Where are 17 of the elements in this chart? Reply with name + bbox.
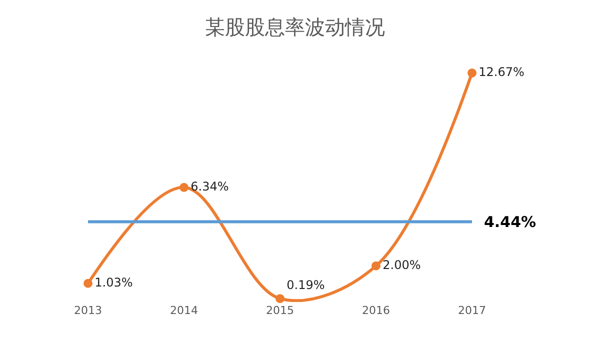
- x-tick-label: 2013: [74, 304, 102, 317]
- data-label: 12.67%: [478, 64, 524, 79]
- point: [372, 261, 380, 270]
- point: [180, 182, 188, 192]
- data-label: 1.03%: [94, 275, 133, 290]
- chart-title: 某股股息率波动情况: [205, 15, 385, 40]
- x-tick-label: 2015: [266, 304, 294, 317]
- ref-line-label: 4.44%: [484, 213, 536, 231]
- data-label: 0.19%: [286, 278, 325, 292]
- x-tick-label: 2017: [458, 304, 486, 317]
- data-label: 2.00%: [382, 258, 421, 272]
- x-tick-label: 2014: [170, 304, 198, 317]
- data-label: 6.34%: [190, 179, 229, 194]
- point: [276, 294, 284, 304]
- point: [84, 278, 92, 288]
- x-tick-label: 2016: [362, 304, 390, 317]
- point: [468, 68, 476, 78]
